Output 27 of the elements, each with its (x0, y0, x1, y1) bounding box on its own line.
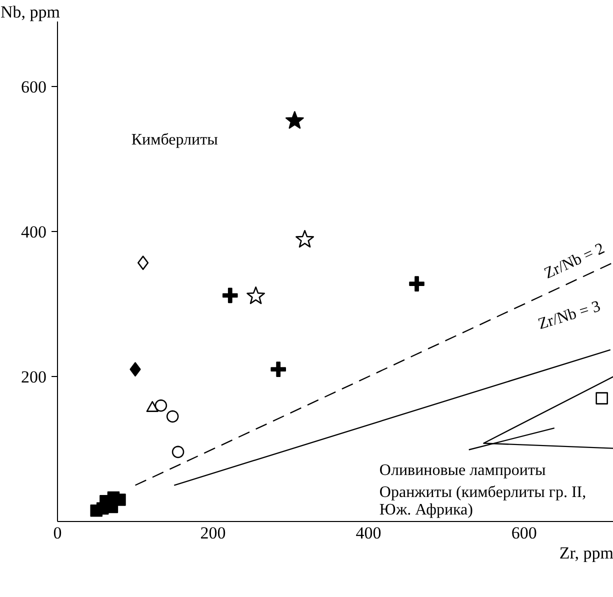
point (596, 392, 608, 404)
annotation: Zr/Nb = 2 (542, 240, 608, 282)
y-tick-label: 400 (21, 222, 46, 242)
annotation: Кимберлиты (131, 131, 218, 148)
x-tick-label: 0 (53, 524, 62, 542)
y-axis-title: Nb, ppm (0, 2, 60, 22)
point (166, 410, 179, 423)
annotation: Оранжиты (кимберлиты гр. II, Юж. Африка) (379, 484, 586, 519)
annotation: Zr/Nb = 3 (536, 298, 602, 334)
point (296, 230, 314, 248)
x-tick-label: 200 (200, 524, 226, 542)
annotation: Оливиновые лампроиты (379, 462, 546, 480)
point (409, 276, 424, 292)
point (130, 362, 141, 376)
x-tick-label: 400 (356, 524, 382, 542)
point (222, 288, 238, 304)
point (246, 286, 266, 304)
point (146, 401, 158, 412)
point (172, 446, 184, 458)
x-tick-label: 600 (511, 524, 537, 542)
y-tick-label: 600 (21, 78, 46, 97)
point (154, 399, 168, 412)
x-axis-title: Zr, ppm (559, 544, 613, 562)
point (138, 256, 149, 270)
point (285, 111, 304, 129)
y-tick-label: 200 (21, 368, 46, 387)
point (270, 362, 286, 377)
